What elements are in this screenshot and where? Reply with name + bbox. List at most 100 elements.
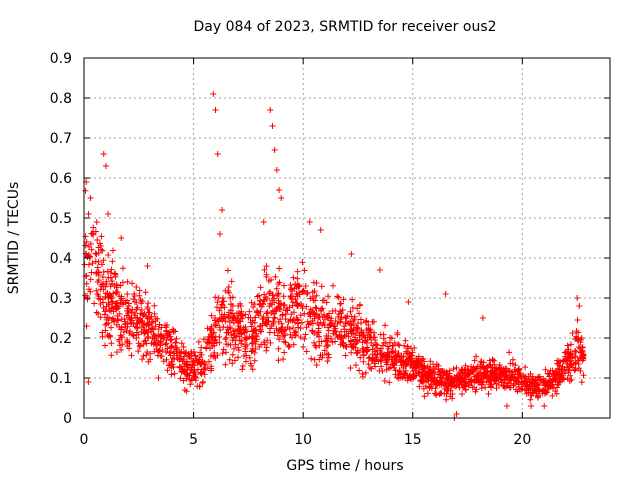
- data-point: [93, 219, 100, 226]
- data-point: [376, 267, 383, 273]
- data-point: [362, 346, 369, 353]
- data-point: [408, 345, 415, 352]
- data-point: [99, 247, 106, 254]
- data-point: [269, 123, 276, 129]
- data-point: [216, 316, 223, 323]
- data-point: [488, 381, 495, 388]
- data-point: [472, 388, 479, 395]
- data-point: [380, 352, 387, 359]
- data-point: [539, 388, 546, 395]
- data-point: [197, 353, 204, 360]
- data-point: [216, 333, 223, 340]
- data-point: [297, 334, 304, 341]
- data-point: [357, 354, 364, 361]
- data-point: [313, 362, 320, 369]
- data-point: [286, 343, 293, 350]
- data-point: [224, 267, 231, 274]
- data-point: [518, 386, 525, 393]
- data-point: [210, 91, 217, 97]
- data-point: [483, 368, 490, 375]
- data-point: [348, 251, 355, 257]
- data-point: [96, 240, 103, 247]
- y-axis-label: SRMTID / TECUs: [6, 182, 22, 295]
- data-point: [328, 319, 335, 326]
- data-point: [495, 365, 502, 372]
- data-point: [268, 323, 275, 330]
- data-point: [162, 341, 169, 348]
- data-point: [488, 384, 495, 391]
- data-point: [458, 374, 465, 381]
- data-point: [148, 340, 155, 347]
- data-point: [394, 329, 401, 336]
- data-point: [320, 297, 327, 304]
- data-point: [359, 339, 366, 346]
- data-point: [433, 381, 440, 388]
- data-point: [85, 379, 92, 385]
- data-point: [125, 307, 132, 314]
- data-point: [294, 268, 301, 275]
- data-point: [546, 373, 553, 380]
- data-point: [272, 307, 279, 314]
- data-point: [309, 293, 316, 300]
- data-point: [160, 358, 167, 365]
- data-point: [482, 365, 489, 372]
- data-point: [214, 299, 221, 306]
- data-point: [513, 377, 520, 384]
- data-point: [129, 280, 136, 287]
- data-point: [257, 284, 264, 291]
- data-point: [321, 347, 328, 354]
- data-point: [108, 266, 115, 273]
- data-point: [511, 381, 518, 388]
- data-point: [128, 315, 135, 322]
- data-point: [84, 296, 91, 303]
- data-point: [100, 273, 107, 280]
- data-point: [352, 334, 359, 341]
- data-point: [257, 322, 264, 329]
- data-point: [286, 325, 293, 332]
- data-point: [546, 377, 553, 384]
- y-tick-label: 0.3: [50, 291, 72, 307]
- data-point: [164, 345, 171, 352]
- data-point: [219, 295, 226, 302]
- data-point: [95, 244, 102, 251]
- data-point: [117, 299, 124, 306]
- data-point: [102, 308, 109, 315]
- data-point: [229, 360, 236, 367]
- data-point: [227, 294, 234, 301]
- data-point: [187, 381, 194, 388]
- data-point: [107, 274, 114, 281]
- data-point: [280, 356, 287, 363]
- data-point: [286, 304, 293, 311]
- data-point: [336, 332, 343, 339]
- data-point: [199, 379, 206, 386]
- data-point: [130, 296, 137, 303]
- data-point: [109, 298, 116, 305]
- data-point: [132, 310, 139, 317]
- data-point: [298, 319, 305, 326]
- data-point: [503, 403, 510, 409]
- y-tick-label: 0.4: [50, 251, 72, 267]
- data-point: [83, 238, 90, 245]
- data-point: [157, 331, 164, 338]
- data-point: [383, 366, 390, 373]
- data-point: [548, 377, 555, 384]
- data-point: [144, 348, 151, 355]
- data-point: [105, 333, 112, 340]
- data-point: [397, 374, 404, 381]
- data-point: [100, 151, 107, 157]
- data-point: [307, 320, 314, 327]
- data-point: [212, 107, 219, 113]
- data-point: [303, 303, 310, 310]
- data-point: [110, 290, 117, 297]
- data-point: [368, 365, 375, 372]
- data-point: [108, 324, 115, 331]
- data-point: [479, 315, 486, 321]
- data-point: [331, 327, 338, 334]
- data-point: [459, 391, 466, 398]
- data-point: [94, 236, 101, 243]
- data-point: [181, 363, 188, 370]
- data-point: [382, 322, 389, 329]
- data-point: [285, 319, 292, 326]
- data-point: [313, 280, 320, 287]
- data-point: [103, 320, 110, 327]
